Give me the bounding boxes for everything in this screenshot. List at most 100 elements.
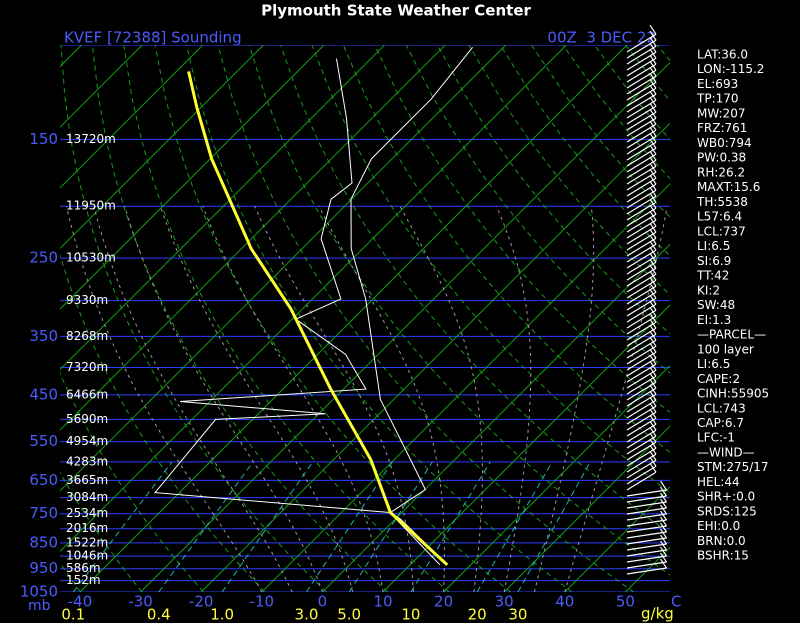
wind-barb-feather	[649, 396, 657, 407]
y-tick-label: 450	[29, 385, 58, 403]
wind-barb	[626, 375, 657, 395]
wind-barb	[626, 285, 657, 305]
wind-barb-feather	[660, 546, 668, 557]
moist-adiabat	[318, 205, 445, 592]
wind-barb-feather	[649, 426, 657, 437]
wind-barb	[626, 129, 657, 149]
dry-adiabat	[60, 372, 204, 592]
mixing-ratio-line	[158, 461, 254, 592]
wind-barb	[626, 387, 657, 407]
height-label: 586m	[66, 561, 101, 575]
wind-barb-feather	[649, 234, 657, 245]
wind-barb	[626, 39, 657, 59]
wind-barb	[626, 357, 657, 377]
wind-barb	[626, 543, 667, 551]
wind-barb	[626, 561, 667, 569]
wind-barb	[626, 339, 657, 359]
dry-adiabat	[154, 45, 512, 592]
y-tick-label: 850	[29, 533, 58, 551]
wind-barb	[626, 489, 667, 497]
wind-barb	[626, 87, 657, 107]
wind-barb-feather	[649, 168, 657, 179]
wind-barb-feather	[649, 282, 657, 293]
wind-barb-feather	[649, 288, 657, 299]
plot-layer: 0.1 0.4 1.0 3.0 5.0 10 20 30 150 250 350 450 550 650 7…	[20, 24, 769, 623]
wind-barb	[626, 105, 657, 125]
index-label: KI:2	[697, 283, 720, 297]
wind-barb	[626, 315, 657, 335]
wind-barb-feather	[649, 438, 657, 449]
wind-barb	[626, 381, 657, 401]
wind-barb-feather	[649, 150, 657, 161]
wind-barb	[626, 231, 657, 251]
wind-barb-feather	[649, 138, 657, 149]
wind-barb	[626, 267, 657, 287]
wind-barb	[626, 471, 657, 491]
height-label: 4954m	[66, 434, 108, 448]
wind-barb	[626, 51, 657, 71]
dry-adiabat	[342, 45, 670, 453]
wind-barb	[626, 555, 667, 563]
wind-barb	[626, 327, 657, 347]
y-tick-label: 550	[29, 432, 58, 450]
wind-barb	[626, 219, 657, 239]
wind-barb	[626, 75, 657, 95]
moist-adiabat	[159, 206, 354, 592]
index-label: FRZ:761	[697, 121, 747, 135]
mixing-ratio-label: 0.1	[61, 606, 85, 623]
wind-barb-feather	[660, 516, 668, 527]
y-tick-label: 1050	[20, 583, 58, 601]
x-tick-label: 40	[555, 593, 574, 611]
moist-adiabat	[124, 206, 323, 592]
isotherm	[60, 45, 204, 189]
height-label: 6466m	[66, 387, 108, 401]
index-label: LI:6.5	[697, 239, 730, 253]
wind-barb-feather	[649, 432, 657, 443]
mixing-ratio-line	[221, 461, 314, 592]
isotherm	[60, 45, 325, 310]
wind-barb	[626, 441, 657, 461]
isotherm	[322, 243, 670, 592]
wind-barb-feather	[660, 552, 668, 563]
index-label: TT:42	[696, 269, 729, 283]
wind-barb-feather	[649, 42, 657, 53]
x-tick-label: 20	[434, 593, 453, 611]
wind-barb-feather	[649, 378, 657, 389]
wind-barb	[626, 225, 657, 245]
wind-barb	[626, 207, 657, 227]
wind-barb	[626, 33, 657, 53]
y-tick-label: 650	[29, 471, 58, 489]
index-label: WB0:794	[697, 136, 752, 150]
wind-barb	[626, 249, 657, 269]
index-label: —PARCEL—	[697, 328, 766, 342]
wind-barb-feather	[649, 462, 657, 473]
wind-barb	[626, 147, 657, 167]
wind-barb	[626, 507, 667, 515]
wind-barb	[626, 345, 657, 365]
index-label: LCL:743	[697, 401, 746, 415]
wind-barb-feather	[649, 66, 657, 77]
wind-barb	[626, 513, 667, 521]
wind-barb-feather	[649, 456, 657, 467]
height-label: 9330m	[66, 293, 108, 307]
wind-barb	[626, 243, 657, 263]
wind-barb	[626, 411, 657, 431]
wind-barb-feather	[649, 186, 657, 197]
isotherm	[261, 183, 670, 592]
wind-barb-feather	[649, 156, 657, 167]
y-tick-label: 950	[29, 559, 58, 577]
moist-adiabat	[66, 206, 263, 592]
wind-barb	[626, 111, 657, 131]
wind-barb	[626, 183, 657, 203]
wind-barb	[626, 117, 657, 137]
height-label: 3665m	[66, 473, 108, 487]
x-axis-label: C	[671, 593, 681, 611]
wind-barb	[626, 141, 657, 161]
wind-barb-feather	[649, 162, 657, 173]
wind-barb-feather	[649, 408, 657, 419]
wind-barb	[626, 549, 667, 557]
wind-barb-feather	[649, 318, 657, 329]
wind-barb-feather	[649, 348, 657, 359]
